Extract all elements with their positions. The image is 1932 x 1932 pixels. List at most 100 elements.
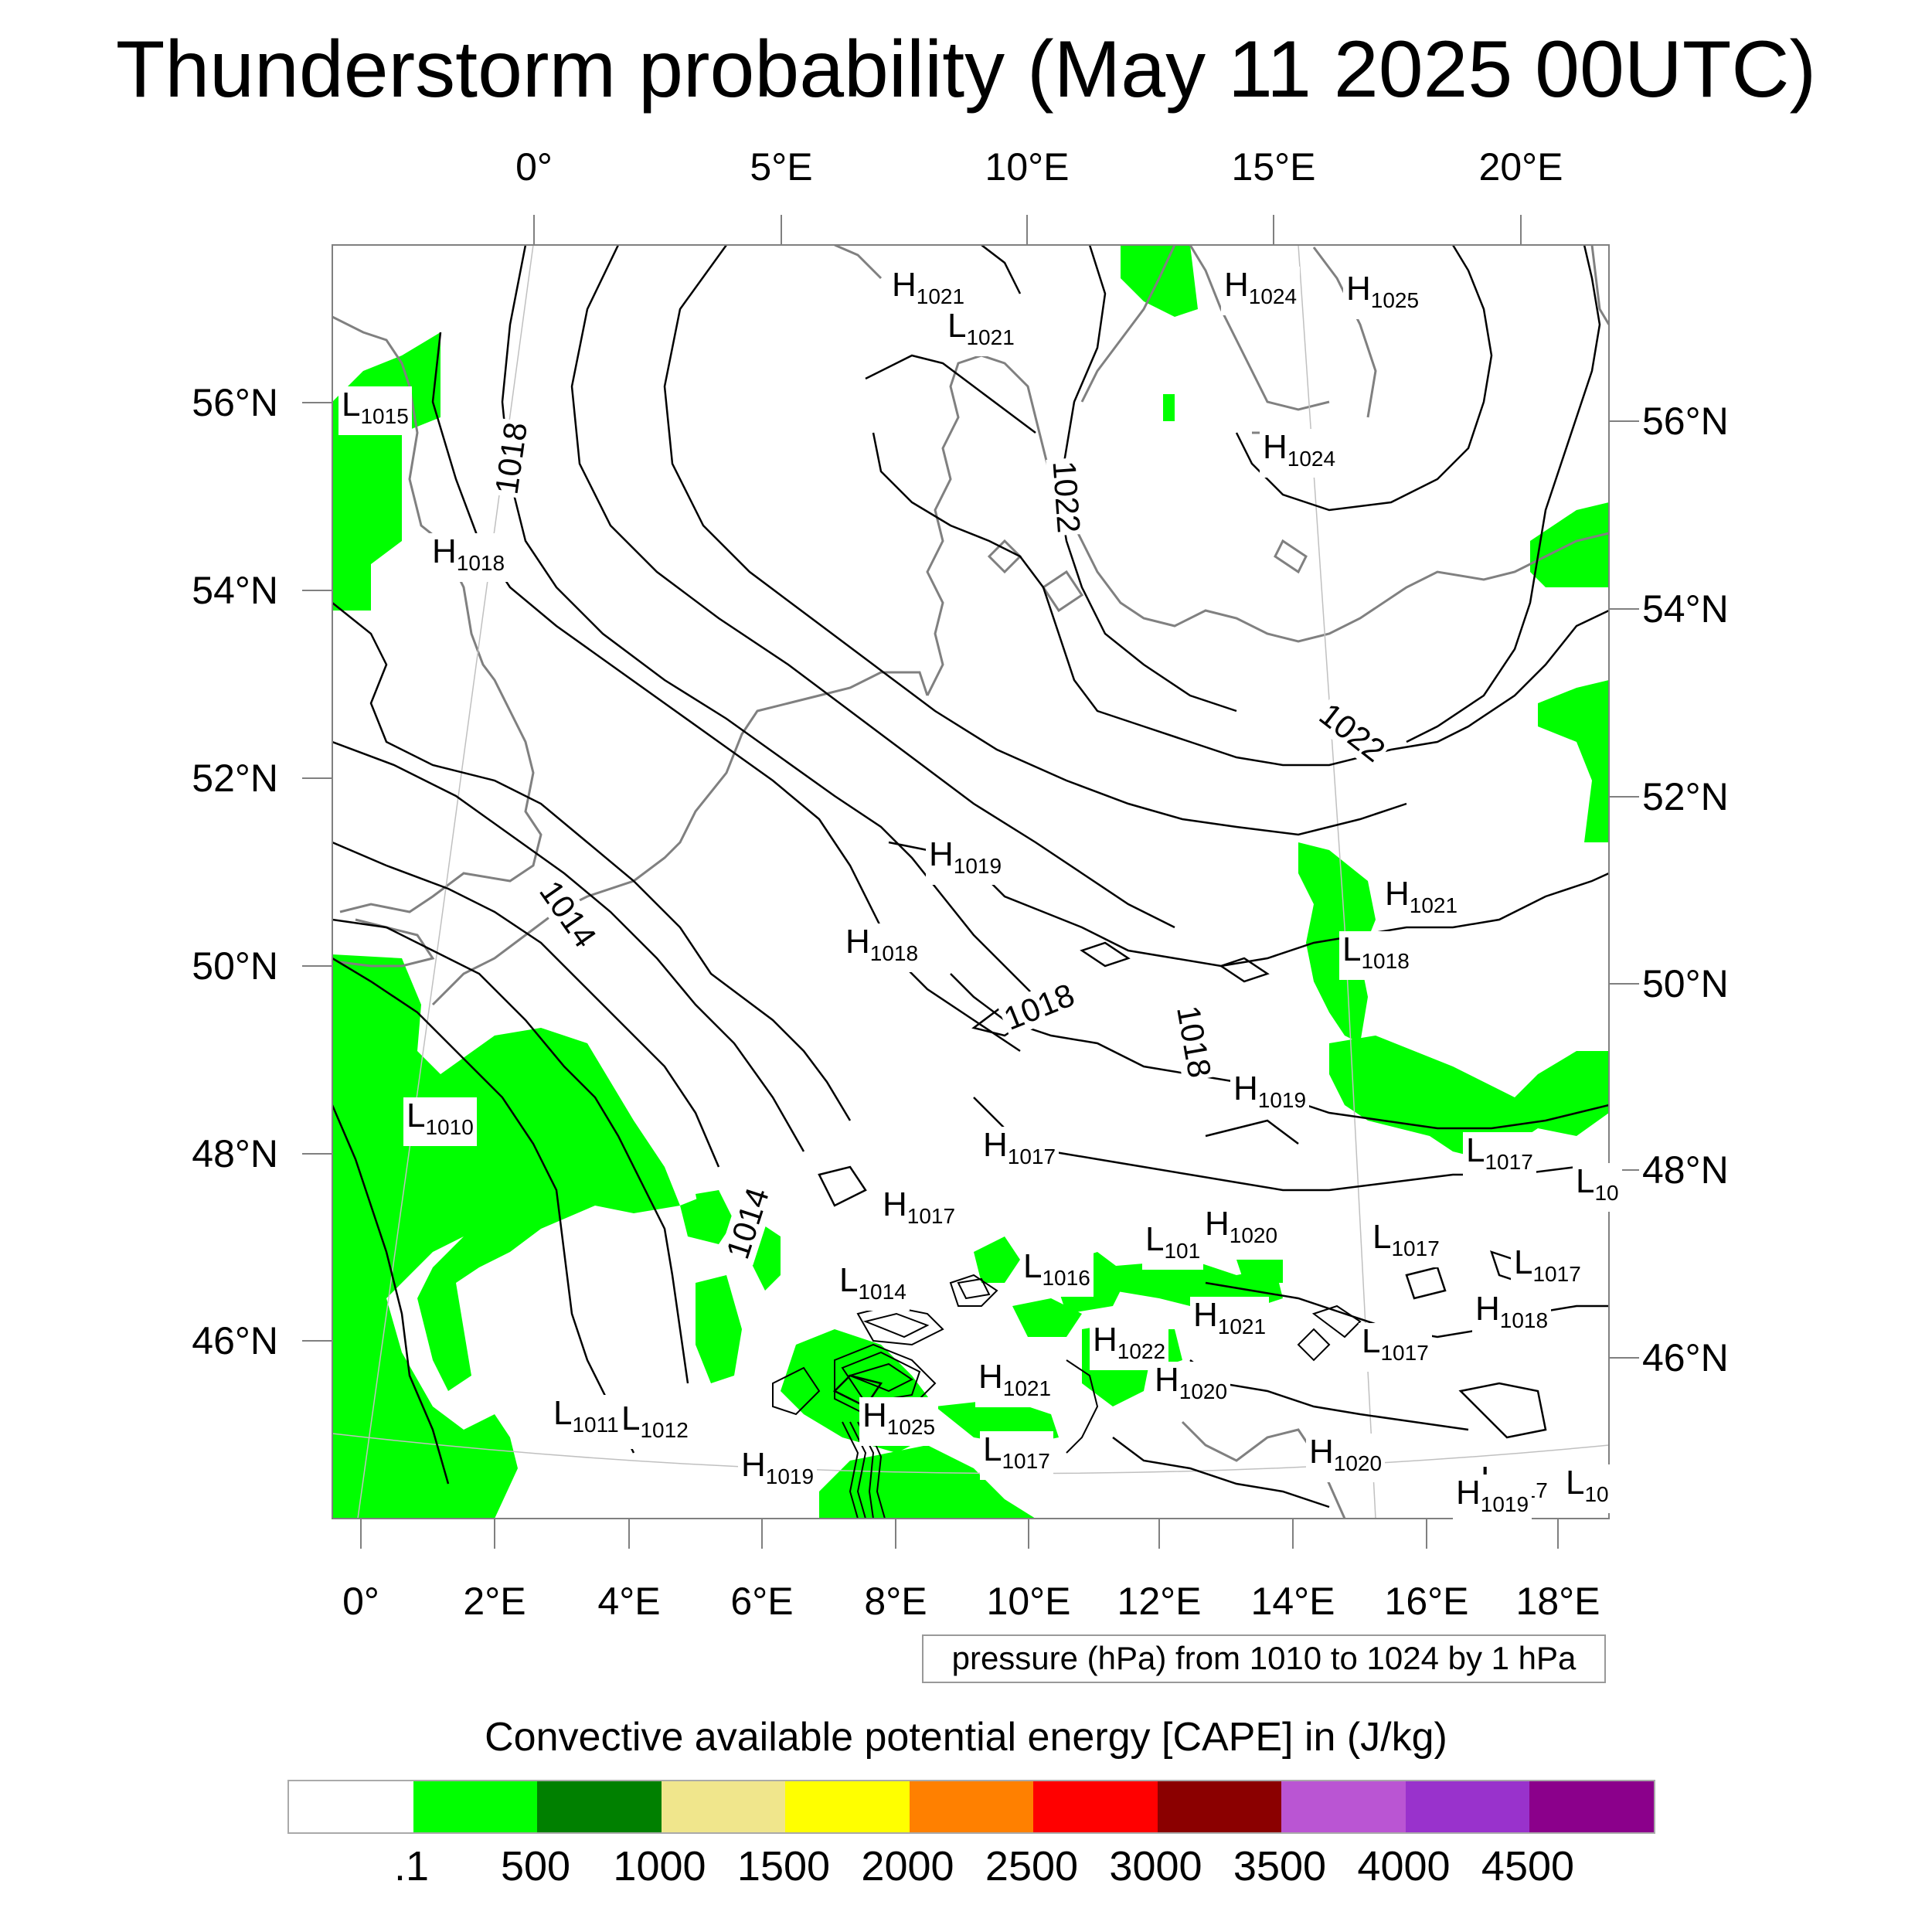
high-pressure-label: H1019 — [926, 836, 1005, 885]
high-pressure-label: H1024 — [1260, 429, 1339, 478]
low-pressure-label: L1014 — [836, 1262, 910, 1311]
high-pressure-label: H1021 — [1382, 876, 1461, 924]
high-pressure-label: H1020 — [1151, 1362, 1231, 1410]
pressure-center-type: L — [1514, 1243, 1533, 1281]
pressure-center-type: L — [342, 386, 361, 423]
low-pressure-label: L1017 — [1511, 1244, 1584, 1293]
tick-marks — [302, 215, 1639, 1549]
bottom-lon-label: 2°E — [463, 1580, 526, 1623]
right-lat-label: 50°N — [1642, 962, 1729, 1005]
colorbar-swatch — [1033, 1781, 1158, 1832]
pressure-center-value: 1021 — [1409, 893, 1458, 917]
low-pressure-label: L1011 — [550, 1395, 622, 1444]
low-pressure-label: L1021 — [944, 308, 1018, 356]
pressure-center-type: H — [1456, 1474, 1481, 1512]
pressure-center-type: L — [406, 1097, 426, 1134]
pressure-center-value: 1017 — [1532, 1262, 1581, 1286]
colorbar-tick-label: 500 — [500, 1843, 571, 1889]
low-pressure-label: L10 — [1573, 1163, 1622, 1212]
pressure-center-value: 1019 — [953, 854, 1002, 878]
left-lat-label: 46°N — [192, 1319, 278, 1362]
pressure-center-value: 1018 — [869, 941, 919, 965]
high-pressure-label: H1024 — [1221, 266, 1301, 315]
pressure-center-value: 1016 — [1042, 1266, 1090, 1290]
pressure-center-value: 1020 — [1229, 1223, 1278, 1247]
left-lat-label: 56°N — [192, 381, 278, 424]
colorbar-swatch — [413, 1781, 537, 1832]
pressure-center-type: L — [1145, 1220, 1165, 1258]
plot-frame — [332, 244, 1610, 1519]
high-pressure-label: H1017 — [980, 1126, 1060, 1175]
pressure-center-value: 10 — [1584, 1482, 1609, 1506]
pressure-center-value: 1019 — [765, 1464, 815, 1488]
pressure-center-type: L — [621, 1400, 641, 1437]
colorbar-tick-label: 3500 — [1233, 1843, 1327, 1889]
low-pressure-label: L1010 — [403, 1097, 477, 1146]
low-pressure-label: L1017 — [1369, 1219, 1443, 1267]
colorbar-swatch — [785, 1781, 910, 1832]
colorbar-swatch — [1157, 1781, 1281, 1832]
bottom-lon-label: 8°E — [864, 1580, 927, 1623]
right-lat-label: 56°N — [1642, 400, 1729, 443]
pressure-center-type: H — [1233, 1070, 1258, 1107]
pressure-center-type: H — [883, 1185, 907, 1223]
pressure-center-value: 1021 — [966, 325, 1015, 349]
pressure-center-value: 1025 — [886, 1415, 936, 1439]
top-lon-label: 0° — [515, 145, 553, 189]
colorbar-swatch — [537, 1781, 662, 1832]
pressure-center-type: L — [947, 307, 967, 345]
pressure-center-value: 1017 — [1485, 1150, 1533, 1174]
top-lon-label: 20°E — [1478, 145, 1563, 189]
high-pressure-label: H1019 — [1453, 1475, 1532, 1523]
pressure-center-type: H — [983, 1126, 1008, 1164]
bottom-lon-label: 18°E — [1515, 1580, 1600, 1623]
colorbar-swatch — [909, 1781, 1033, 1832]
pressure-center-value: 1017 — [906, 1204, 956, 1228]
bottom-lon-label: 16°E — [1384, 1580, 1469, 1623]
colorbar-tick-label: 2500 — [985, 1843, 1079, 1889]
high-pressure-label: H1025 — [1343, 270, 1423, 319]
bottom-lon-label: 14°E — [1250, 1580, 1335, 1623]
high-pressure-label: H1018 — [1472, 1290, 1552, 1339]
pressure-center-value: 1019 — [1480, 1492, 1529, 1516]
bottom-lon-label: 0° — [342, 1580, 379, 1623]
right-lat-label: 54°N — [1642, 587, 1729, 631]
top-lon-label: 15°E — [1231, 145, 1316, 189]
right-lat-label: 48°N — [1642, 1148, 1729, 1192]
pressure-center-type: L — [839, 1261, 859, 1299]
pressure-center-type: L — [1466, 1131, 1485, 1169]
pressure-center-type: H — [892, 266, 917, 304]
pressure-center-type: H — [1475, 1290, 1500, 1328]
pressure-center-value: 1010 — [425, 1115, 474, 1139]
colorbar-swatch — [289, 1781, 413, 1832]
pressure-center-value: 1022 — [1117, 1339, 1166, 1363]
colorbar-swatch — [1405, 1781, 1529, 1832]
colorbar-tick-label: 2000 — [861, 1843, 954, 1889]
left-lat-label: 50°N — [192, 944, 278, 988]
high-pressure-label: H1017 — [879, 1185, 959, 1235]
pressure-center-value: 1019 — [1257, 1088, 1307, 1112]
right-lat-label: 52°N — [1642, 775, 1729, 818]
left-lat-label: 48°N — [192, 1132, 278, 1175]
high-pressure-label: H1019 — [1230, 1070, 1310, 1119]
colorbar-tick-label: 1500 — [736, 1843, 831, 1889]
pressure-center-value: 1025 — [1370, 288, 1420, 312]
pressure-center-value: 10 — [1594, 1181, 1619, 1205]
pressure-center-type: H — [862, 1396, 887, 1434]
pressure-center-type: H — [432, 532, 457, 570]
pressure-center-type: H — [1224, 266, 1249, 304]
right-lat-label: 46°N — [1642, 1336, 1729, 1379]
pressure-center-value: 1020 — [1179, 1379, 1228, 1403]
left-lat-label: 52°N — [192, 757, 278, 800]
low-pressure-label: L1015 — [338, 386, 412, 435]
pressure-center-type: H — [1093, 1321, 1117, 1359]
pressure-center-value: 1024 — [1248, 284, 1298, 308]
alpine-isobars — [772, 1274, 1362, 1519]
top-lon-label: 5°E — [750, 145, 813, 189]
pressure-center-type: L — [553, 1394, 573, 1432]
isobar-label: 1022 — [1046, 457, 1087, 537]
pressure-center-type: L — [1566, 1464, 1585, 1502]
contour-info-box: pressure (hPa) from 1010 to 1024 by 1 hP… — [922, 1634, 1606, 1683]
high-pressure-label: H1018 — [842, 923, 922, 972]
pressure-center-type: H — [1193, 1296, 1218, 1334]
